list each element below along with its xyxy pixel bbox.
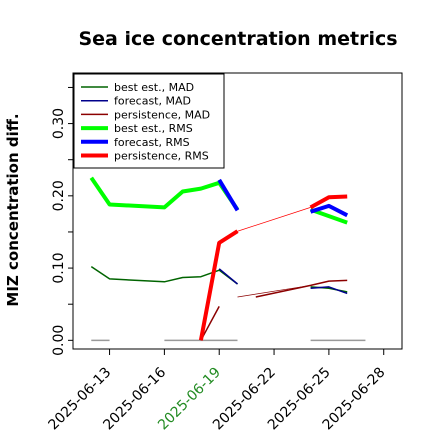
series-line [198, 229, 239, 341]
series-line [255, 279, 348, 298]
series-line [309, 194, 348, 210]
legend-label: persistence, MAD [114, 108, 210, 121]
y-axis-label: MIZ concentration diff. [4, 113, 22, 306]
chart-title: Sea ice concentration metrics [78, 28, 397, 50]
series-line [89, 176, 240, 211]
series-layer [89, 176, 349, 341]
series-line [217, 178, 240, 212]
series-line [218, 268, 238, 285]
plot-frame [72, 72, 403, 350]
legend-label: forecast, RMS [114, 136, 190, 149]
legend-label: best est., MAD [114, 81, 194, 94]
y-tick-label: 0.30 [51, 108, 67, 139]
series-line [90, 265, 238, 285]
series-line [310, 286, 348, 295]
y-tick-label: 0.00 [51, 325, 67, 356]
x-axis: 2025-06-132025-06-162025-06-192025-06-22… [46, 349, 389, 433]
legend-box [73, 73, 225, 169]
gap-connector [237, 207, 311, 232]
y-tick-label: 0.20 [51, 180, 67, 211]
connector-layer [237, 207, 311, 298]
y-tick-label: 0.10 [51, 252, 67, 283]
y-axis: 0.00 0.10 0.20 0.30 [51, 86, 73, 356]
legend-label: persistence, RMS [114, 150, 209, 163]
series-line [309, 203, 349, 218]
legend-label: forecast, MAD [114, 95, 191, 108]
legend-label: best est., RMS [114, 122, 193, 135]
